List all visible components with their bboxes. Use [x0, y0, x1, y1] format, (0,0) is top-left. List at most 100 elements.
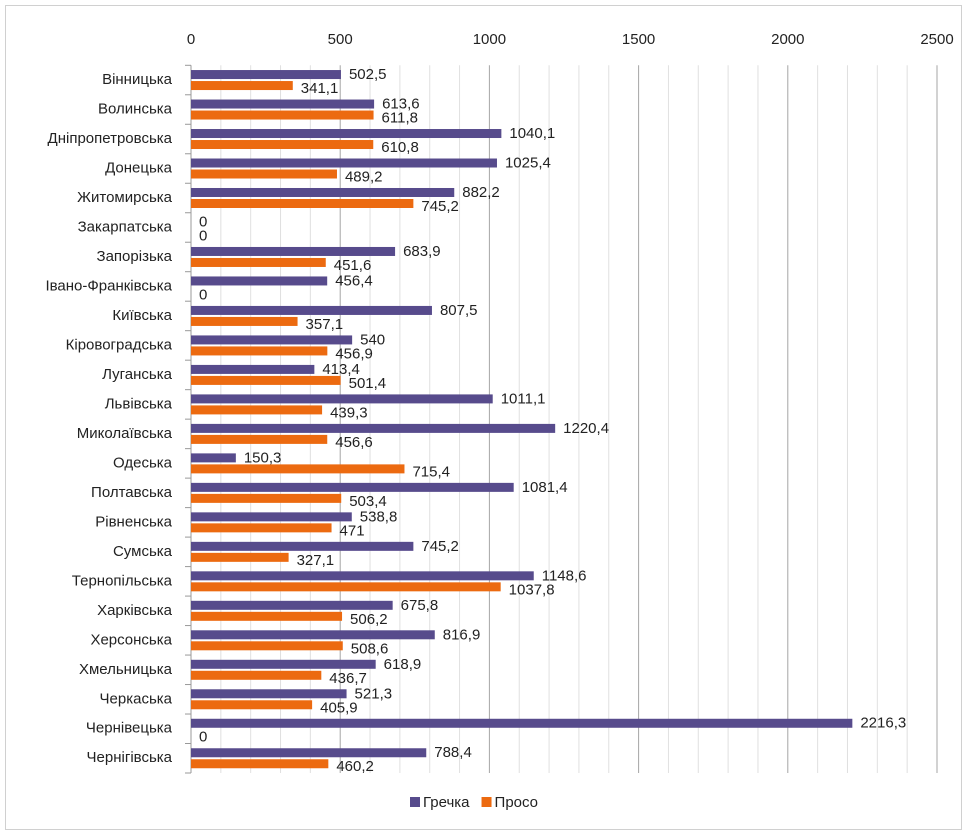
chart-border — [5, 5, 962, 830]
bar — [191, 198, 414, 208]
data-label: 610,8 — [381, 139, 419, 156]
bar — [191, 364, 315, 374]
data-label: 413,4 — [322, 361, 360, 378]
bar — [191, 718, 853, 728]
legend-swatch — [481, 797, 492, 807]
data-label: 405,9 — [320, 699, 358, 716]
data-label: 675,8 — [401, 597, 439, 614]
data-label: 2216,3 — [860, 715, 906, 732]
y-tick-label: Донецька — [105, 159, 173, 176]
y-tick-label: Сумська — [113, 543, 173, 560]
data-label: 538,8 — [360, 508, 398, 525]
bar — [191, 482, 514, 492]
data-label: 150,3 — [244, 449, 282, 466]
y-tick-label: Запорізька — [97, 248, 173, 265]
data-label: 501,4 — [349, 375, 387, 392]
bar — [191, 523, 332, 533]
y-tick-label: Кіровоградська — [66, 336, 173, 353]
y-tick-label: Луганська — [102, 366, 172, 383]
y-tick-label: Одеська — [113, 454, 173, 471]
bar — [191, 129, 502, 139]
data-label: 0 — [199, 286, 207, 303]
data-label: 745,2 — [421, 198, 459, 215]
bar — [191, 257, 326, 267]
legend-label: Просо — [495, 794, 538, 811]
data-label: 613,6 — [382, 96, 420, 113]
legend-label: Гречка — [423, 794, 470, 811]
data-label: 807,5 — [440, 302, 478, 319]
bar — [191, 552, 289, 562]
y-tick-label: Черкаська — [100, 690, 173, 707]
bar — [191, 246, 396, 256]
y-tick-label: Чернігівська — [87, 749, 173, 766]
bar — [191, 81, 293, 91]
data-label: 1081,4 — [522, 479, 568, 496]
data-label: 788,4 — [434, 744, 472, 761]
bar — [191, 110, 374, 120]
y-tick-label: Київська — [112, 307, 172, 324]
data-label: 456,9 — [335, 345, 373, 362]
bar — [191, 140, 374, 150]
x-tick-label: 2500 — [920, 31, 953, 48]
y-tick-label: Харківська — [97, 602, 173, 619]
bar — [191, 335, 353, 345]
bar — [191, 423, 556, 433]
data-label: 451,6 — [334, 257, 372, 274]
bar — [191, 630, 435, 640]
data-label: 439,3 — [330, 404, 368, 421]
data-label: 341,1 — [301, 80, 339, 97]
y-tick-label: Волинська — [98, 101, 173, 118]
bar — [191, 453, 236, 463]
bar — [191, 158, 497, 168]
bar — [191, 641, 343, 651]
data-label: 327,1 — [297, 552, 335, 569]
bar — [191, 493, 342, 503]
data-label: 506,2 — [350, 611, 388, 628]
data-label: 715,4 — [412, 463, 450, 480]
data-label: 0 — [199, 213, 207, 230]
bar — [191, 276, 328, 286]
data-label: 1011,1 — [501, 390, 546, 407]
bar — [191, 689, 347, 699]
x-tick-label: 1000 — [473, 31, 506, 48]
data-label: 882,2 — [462, 184, 500, 201]
bar — [191, 394, 493, 404]
data-label: 1220,4 — [563, 420, 609, 437]
bar — [191, 305, 432, 315]
y-tick-label: Чернівецька — [86, 720, 173, 737]
bar — [191, 700, 313, 710]
data-label: 1037,8 — [509, 581, 555, 598]
y-tick-label: Херсонська — [90, 631, 172, 648]
data-label: 745,2 — [421, 538, 459, 555]
bar — [191, 187, 455, 197]
bar — [191, 464, 405, 474]
data-label: 521,3 — [355, 685, 393, 702]
data-label: 618,9 — [384, 656, 422, 673]
bar — [191, 611, 343, 621]
data-label: 456,4 — [335, 272, 373, 289]
data-label: 816,9 — [443, 626, 481, 643]
y-tick-label: Хмельницька — [79, 661, 173, 678]
data-label: 471 — [340, 522, 365, 539]
data-label: 0 — [199, 227, 207, 244]
data-label: 502,5 — [349, 66, 387, 83]
y-tick-label: Львівська — [105, 395, 173, 412]
bar — [191, 169, 337, 179]
data-label: 503,4 — [349, 493, 387, 510]
bar — [191, 405, 323, 415]
x-tick-label: 1500 — [622, 31, 655, 48]
bar — [191, 670, 322, 680]
bar — [191, 346, 328, 356]
data-label: 1148,6 — [542, 567, 587, 584]
data-label: 489,2 — [345, 168, 383, 185]
bar — [191, 375, 341, 385]
bar — [191, 70, 341, 80]
data-label: 508,6 — [351, 640, 389, 657]
bar — [191, 316, 298, 326]
x-tick-label: 0 — [187, 31, 195, 48]
bar — [191, 759, 329, 769]
x-tick-label: 500 — [328, 31, 353, 48]
bar — [191, 748, 427, 758]
data-label: 456,6 — [335, 434, 373, 451]
